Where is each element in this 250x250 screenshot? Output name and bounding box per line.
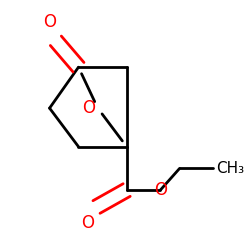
Text: O: O: [82, 214, 94, 232]
Text: CH₃: CH₃: [216, 161, 244, 176]
Text: O: O: [154, 181, 167, 199]
Text: O: O: [43, 13, 56, 31]
Text: O: O: [82, 99, 95, 117]
